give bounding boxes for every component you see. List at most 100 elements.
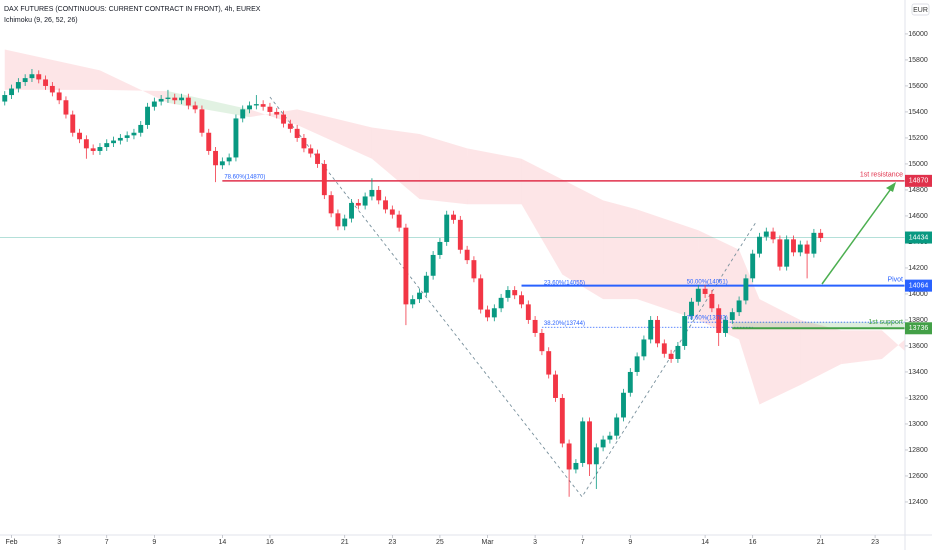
ichimoku-cloud	[297, 109, 372, 159]
ichimoku-cloud	[4, 49, 100, 90]
candle-body	[145, 106, 150, 125]
candle-body	[532, 319, 538, 333]
candle-body	[770, 231, 776, 240]
candle-body	[287, 123, 293, 129]
fib-label: 78.60%(13783)	[687, 316, 728, 322]
candle-body	[199, 109, 205, 133]
price-tag-label: 14434	[909, 234, 929, 241]
x-tick-label: Mar	[481, 539, 494, 546]
candle-body	[430, 254, 436, 276]
candle-body	[709, 293, 715, 309]
candle-body	[573, 462, 579, 470]
candle-body	[580, 421, 586, 463]
candle-body	[9, 88, 15, 96]
ichimoku-cloud	[759, 299, 801, 405]
price-tag-label: 14064	[909, 282, 929, 289]
candle-body	[29, 74, 35, 79]
candle-body	[417, 292, 422, 300]
ichimoku-cloud	[800, 319, 842, 385]
cloud-layer	[4, 49, 905, 405]
candle-body	[607, 435, 613, 440]
candle-body	[716, 308, 722, 333]
candle-body	[349, 202, 354, 219]
candle-body	[151, 101, 157, 107]
candle-body	[219, 161, 225, 166]
candle-body	[233, 118, 239, 158]
y-tick-label: 15200	[908, 135, 928, 142]
candle-body	[321, 163, 327, 196]
candle-body	[587, 421, 592, 465]
level-band	[732, 322, 905, 329]
y-tick-label: 14200	[908, 265, 928, 272]
candle-body	[478, 278, 484, 310]
candle-body	[260, 104, 266, 107]
candle-body	[83, 139, 89, 149]
candle-body	[797, 244, 803, 253]
y-tick-label: 15800	[908, 57, 928, 64]
indicator-title: Ichimoku (9, 26, 52, 26)	[4, 17, 78, 24]
candle-body	[77, 132, 83, 140]
y-tick-label: 12600	[908, 473, 928, 480]
y-tick-label: 15600	[908, 83, 928, 90]
ichimoku-cloud	[467, 148, 522, 205]
candle-body	[757, 236, 762, 254]
candle-body	[471, 260, 477, 279]
candle-body	[328, 195, 334, 214]
x-tick-label: 21	[817, 539, 825, 546]
candle-body	[111, 140, 116, 144]
candle-body	[165, 97, 171, 99]
candle-body	[444, 214, 450, 242]
candle-body	[525, 304, 531, 320]
candle-body	[437, 241, 443, 255]
candle-body	[491, 308, 497, 318]
y-tick-label: 13800	[908, 317, 928, 324]
candle-body	[301, 137, 307, 149]
candle-body	[36, 74, 42, 80]
candle-body	[641, 339, 647, 357]
candle-body	[729, 312, 735, 320]
candle-body	[274, 111, 280, 115]
candle-body	[389, 209, 395, 215]
candle-body	[179, 97, 184, 101]
candle-body	[131, 132, 137, 136]
candle-body	[791, 239, 796, 253]
candle-body	[369, 189, 375, 197]
candle-body	[553, 374, 558, 398]
arrow-line	[821, 185, 894, 285]
candle-body	[682, 316, 688, 346]
candle-body	[281, 114, 286, 124]
candle-body	[308, 148, 314, 154]
arrow-head	[886, 182, 896, 192]
x-tick-label: 3	[533, 539, 537, 546]
price-tag	[905, 279, 932, 292]
candle-body	[498, 297, 504, 309]
candle-body	[750, 253, 756, 279]
ichimoku-cloud	[562, 179, 604, 300]
ichimoku-cloud	[881, 330, 905, 359]
candle-body	[267, 106, 273, 112]
candle-body	[206, 132, 212, 151]
candle-body	[396, 214, 402, 228]
candle-body	[593, 447, 599, 465]
candle-body	[22, 78, 28, 83]
candle-body	[90, 148, 96, 151]
candle-body	[335, 213, 341, 227]
fib-label: 50.00%(14061)	[687, 280, 728, 286]
ichimoku-cloud	[841, 330, 882, 365]
candle-body	[185, 97, 191, 106]
candle-body	[648, 319, 654, 340]
price-tag-label: 14870	[909, 178, 929, 185]
candle-body	[124, 135, 130, 138]
y-tick-label: 15000	[908, 161, 928, 168]
level-label: 1st support	[868, 319, 903, 326]
candle-body	[512, 290, 518, 296]
ichimoku-cloud	[99, 70, 168, 103]
candle-body	[661, 343, 667, 354]
candle-body	[342, 218, 348, 227]
ichimoku-cloud	[521, 158, 563, 275]
candle-body	[702, 288, 708, 294]
y-tick-label: 13200	[908, 395, 928, 402]
level-label: 1st resistance	[860, 172, 903, 179]
x-tick-label: 16	[749, 539, 757, 546]
